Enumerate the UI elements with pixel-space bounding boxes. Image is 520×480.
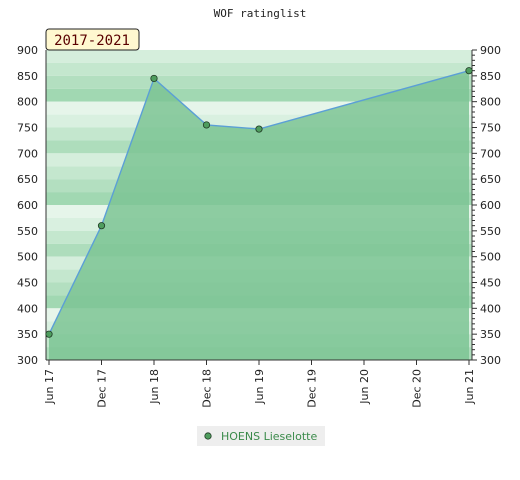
y-tick-label-left: 600 bbox=[17, 199, 38, 212]
data-point bbox=[97, 222, 106, 230]
y-tick-label-left: 350 bbox=[17, 328, 38, 341]
background-band bbox=[46, 62, 472, 76]
area-layer bbox=[48, 69, 470, 361]
y-tick-label-right: 850 bbox=[480, 70, 501, 83]
data-point bbox=[45, 330, 53, 338]
background-band bbox=[46, 75, 472, 89]
y-tick-label-left: 550 bbox=[17, 225, 38, 238]
data-point bbox=[465, 67, 473, 75]
data-point bbox=[150, 74, 158, 83]
y-tick-label-right: 550 bbox=[480, 225, 501, 238]
x-tick-label: Jun 17 bbox=[43, 369, 56, 405]
y-tick-label-left: 450 bbox=[17, 277, 38, 290]
period-label-box bbox=[45, 28, 140, 51]
plot-area: 300 300 350 350 400 400 450 450 500 500 550 550 600 6… bbox=[17, 44, 501, 408]
y-tick-label-right: 750 bbox=[480, 122, 501, 135]
legend: HOENS Lieselotte bbox=[197, 426, 325, 446]
y-tick-label-right: 350 bbox=[480, 328, 501, 341]
x-tick-label: Jun 20 bbox=[358, 369, 371, 405]
y-tick-label-right: 500 bbox=[480, 251, 501, 264]
series-line bbox=[48, 69, 470, 335]
background-band bbox=[46, 50, 472, 63]
data-points bbox=[45, 67, 473, 338]
y-tick-label-left: 750 bbox=[17, 122, 38, 135]
y-tick-label-left: 300 bbox=[17, 354, 38, 367]
axes: 300 300 350 350 400 400 450 450 500 500 550 550 600 6… bbox=[17, 44, 501, 408]
y-tick-label-right: 450 bbox=[480, 277, 501, 290]
x-tick-label: Dec 20 bbox=[411, 369, 424, 408]
chart-title: WOF ratinglist bbox=[214, 7, 307, 20]
data-point bbox=[255, 125, 263, 133]
x-tick-label: Jun 18 bbox=[148, 369, 161, 405]
x-tick-label: Dec 18 bbox=[201, 369, 214, 408]
period-label: 2017-2021 bbox=[45, 28, 140, 51]
series-area bbox=[49, 70, 469, 361]
data-point bbox=[202, 121, 211, 129]
y-tick-label-left: 650 bbox=[17, 173, 38, 186]
y-tick-label-left: 900 bbox=[17, 44, 38, 57]
y-tick-label-right: 700 bbox=[480, 147, 501, 160]
period-label-text: 2017-2021 bbox=[54, 33, 130, 49]
x-tick-label: Dec 17 bbox=[96, 369, 109, 408]
y-tick-label-left: 500 bbox=[17, 251, 38, 264]
y-tick-label-left: 700 bbox=[17, 147, 38, 160]
y-tick-label-right: 650 bbox=[480, 173, 501, 186]
y-tick-label-left: 800 bbox=[17, 96, 38, 109]
y-tick-label-left: 400 bbox=[17, 302, 38, 315]
y-tick-label-right: 400 bbox=[480, 302, 501, 315]
legend-label: HOENS Lieselotte bbox=[221, 430, 317, 443]
y-tick-label-right: 600 bbox=[480, 199, 501, 212]
x-tick-label: Jun 21 bbox=[463, 369, 476, 405]
legend-marker bbox=[204, 432, 212, 440]
y-tick-label-left: 850 bbox=[17, 70, 38, 83]
x-tick-label: Jun 19 bbox=[253, 369, 266, 405]
y-tick-label-right: 300 bbox=[480, 354, 501, 367]
y-tick-label-right: 800 bbox=[480, 96, 501, 109]
y-tick-label-right: 900 bbox=[480, 44, 501, 57]
legend-box bbox=[197, 426, 325, 446]
x-tick-label: Dec 19 bbox=[306, 369, 319, 408]
